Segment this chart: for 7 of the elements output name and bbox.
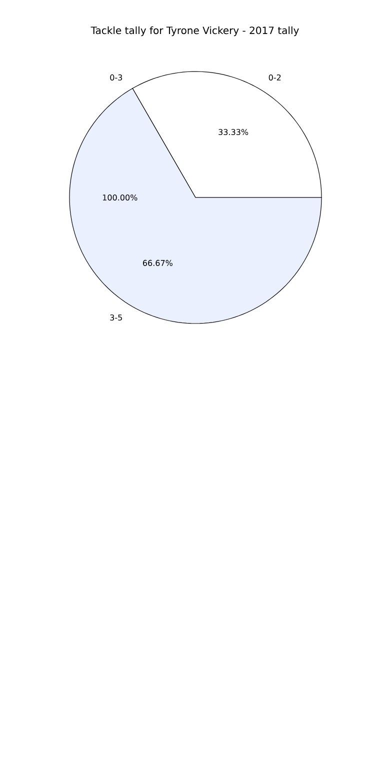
slice-label: 3-5: [110, 314, 122, 321]
data-label: 33.33%: [218, 129, 248, 136]
data-label: 66.67%: [142, 260, 172, 266]
slice-label: 0-2: [268, 74, 281, 80]
text: 100.00%: [102, 194, 138, 201]
chart-title: Tackle tally for Tyrone Vickery - 2017 tally: [90, 26, 299, 36]
category-label: 0-3: [110, 74, 122, 80]
